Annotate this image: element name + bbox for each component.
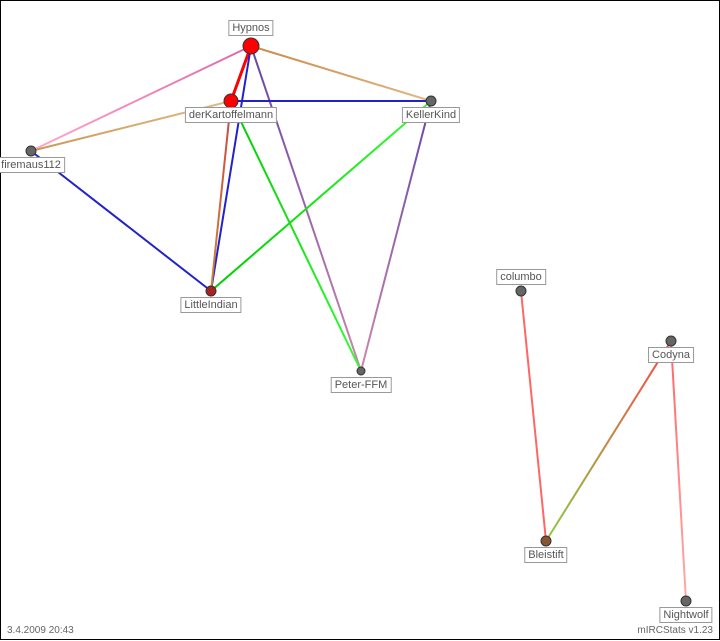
node	[224, 94, 238, 108]
edge	[546, 341, 671, 541]
node-label: columbo	[496, 269, 546, 285]
node-label: LittleIndian	[180, 297, 241, 313]
edge	[231, 101, 361, 371]
node	[243, 38, 259, 54]
node	[206, 286, 216, 296]
edge	[211, 46, 251, 291]
app-version: mIRCStats v1.23	[637, 625, 713, 636]
node-label: Bleistift	[524, 547, 567, 563]
node-label: Nightwolf	[659, 607, 712, 623]
node	[426, 96, 436, 106]
edge	[521, 291, 546, 541]
node	[516, 286, 526, 296]
edge	[361, 101, 431, 371]
node-label: derKartoffelmann	[185, 107, 277, 123]
node-label: Hypnos	[228, 20, 273, 36]
node-label: Peter-FFM	[331, 377, 392, 393]
node	[26, 146, 36, 156]
edge	[211, 101, 231, 291]
node-label: Codyna	[648, 347, 694, 363]
timestamp: 3.4.2009 20:43	[7, 625, 74, 636]
edge	[31, 46, 251, 151]
node-label: KellerKind	[402, 107, 460, 123]
node	[681, 596, 691, 606]
node	[541, 536, 551, 546]
node	[666, 336, 676, 346]
graph-svg	[1, 1, 720, 641]
network-graph: 3.4.2009 20:43 mIRCStats v1.23 Hypnos der…	[0, 0, 720, 640]
node-label: firemaus112	[0, 157, 65, 173]
node	[357, 367, 365, 375]
edge	[251, 46, 431, 101]
edge	[671, 341, 686, 601]
